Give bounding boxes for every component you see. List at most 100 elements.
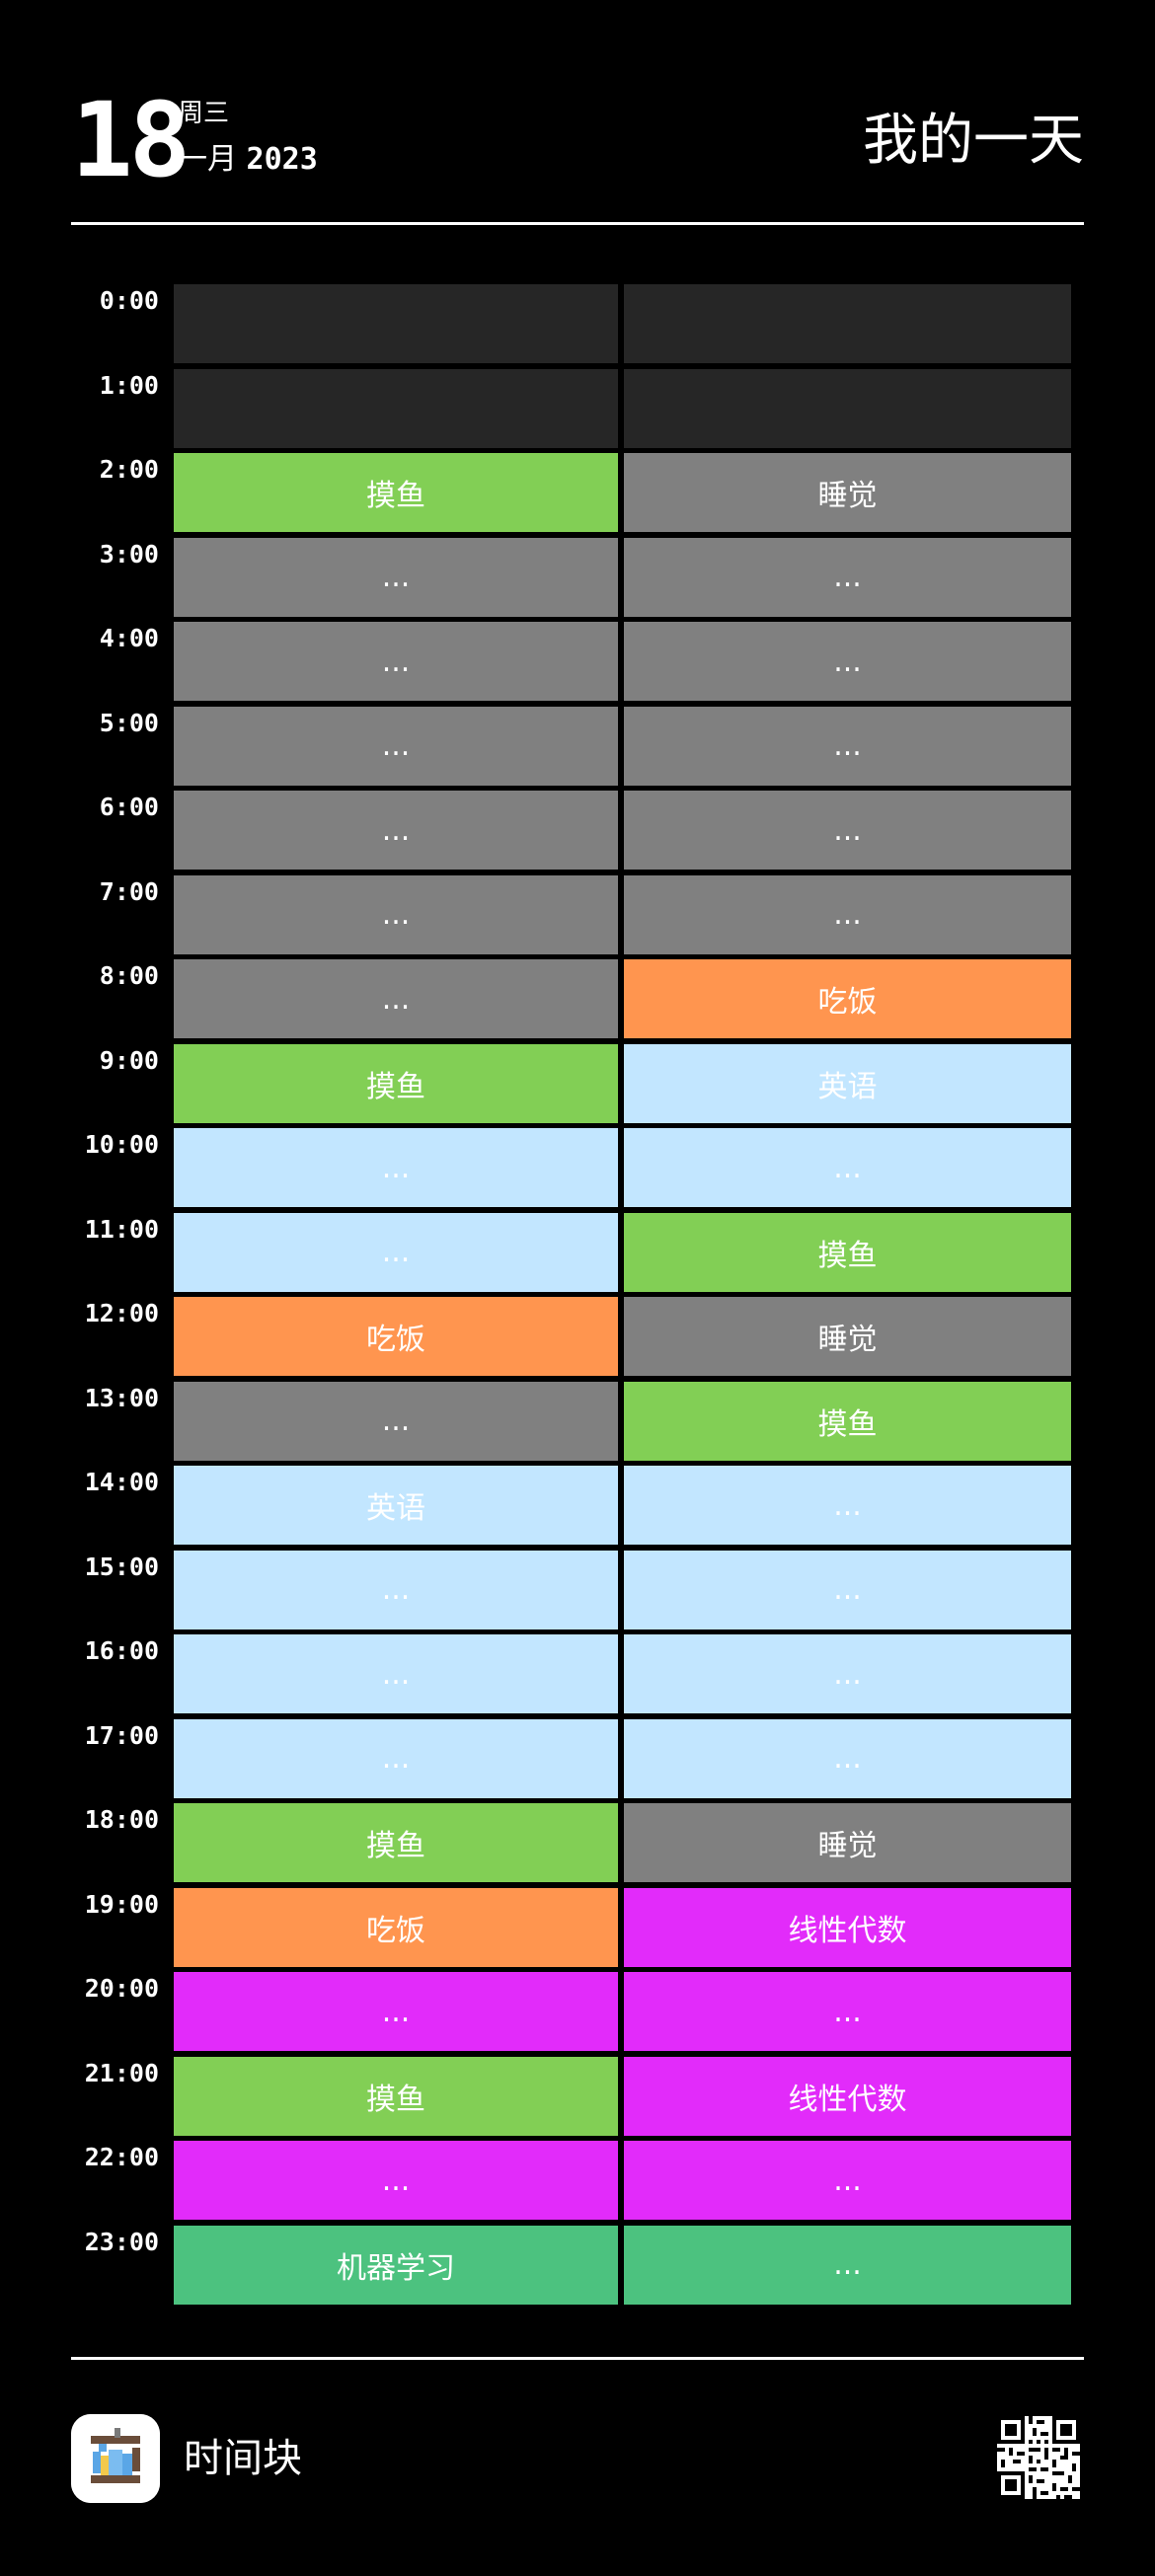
- schedule-row: 0:00: [71, 284, 1074, 363]
- schedule-row: 14:00 英语...: [71, 1466, 1074, 1545]
- time-block-right[interactable]: [624, 284, 1071, 363]
- time-block-right[interactable]: ...: [624, 874, 1071, 954]
- time-block-label: 线性代数: [788, 1913, 907, 1948]
- time-block-label: ...: [381, 728, 411, 763]
- time-block-right[interactable]: 睡觉: [624, 453, 1071, 532]
- schedule-row: 23:00 机器学习...: [71, 2225, 1074, 2305]
- time-block-label: ...: [381, 1235, 411, 1269]
- schedule-row: 4:00......: [71, 622, 1074, 701]
- time-block-label: ...: [381, 1994, 411, 2029]
- time-block-label: 线性代数: [788, 2082, 907, 2117]
- time-label: 16:00: [84, 1636, 159, 1665]
- time-block-left[interactable]: ...: [174, 537, 618, 617]
- time-block-label: ...: [833, 1994, 862, 2029]
- time-label: 21:00: [84, 2058, 159, 2087]
- time-block-label: 摸鱼: [366, 1829, 425, 1863]
- time-block-left[interactable]: ...: [174, 959, 618, 1038]
- time-block-left[interactable]: 英语: [174, 1466, 618, 1545]
- time-block-right[interactable]: ...: [624, 1550, 1071, 1629]
- time-block-label: ...: [381, 1572, 411, 1607]
- app-name: 时间块: [184, 2436, 302, 2481]
- time-label: 20:00: [84, 1974, 159, 2003]
- time-block-left[interactable]: ...: [174, 2141, 618, 2220]
- time-block-right[interactable]: 线性代数: [624, 2056, 1071, 2136]
- time-label: 14:00: [84, 1468, 159, 1496]
- time-block-label: 英语: [817, 1069, 878, 1104]
- time-block-label: ...: [833, 2247, 862, 2282]
- time-block-label: ...: [381, 560, 411, 594]
- time-block-left[interactable]: ...: [174, 706, 618, 786]
- schedule-row: 11:00... 摸鱼: [71, 1212, 1074, 1292]
- time-label: 8:00: [99, 961, 159, 990]
- time-block-left[interactable]: ...: [174, 791, 618, 870]
- time-block-right[interactable]: 睡觉: [624, 1803, 1071, 1882]
- time-block-label: 吃饭: [366, 1913, 425, 1948]
- time-block-right[interactable]: 摸鱼: [624, 1381, 1071, 1461]
- time-block-right[interactable]: ...: [624, 1972, 1071, 2051]
- time-block-left[interactable]: 吃饭: [174, 1887, 618, 1967]
- app-logo: [71, 2414, 160, 2503]
- page-title: 我的一天: [863, 109, 1084, 173]
- time-block-right[interactable]: ...: [624, 2141, 1071, 2220]
- schedule-row: 7:00......: [71, 874, 1074, 954]
- time-block-right[interactable]: 吃饭: [624, 959, 1071, 1038]
- schedule-row: 21:00 摸鱼 线性代数: [71, 2056, 1074, 2136]
- time-block-left[interactable]: 机器学习: [174, 2225, 618, 2305]
- time-block-right[interactable]: ...: [624, 1466, 1071, 1545]
- time-block-label: 摸鱼: [366, 2082, 425, 2117]
- time-block-left[interactable]: 摸鱼: [174, 453, 618, 532]
- time-block-right[interactable]: ...: [624, 706, 1071, 786]
- time-block-left[interactable]: ...: [174, 622, 618, 701]
- time-block-right[interactable]: ...: [624, 2225, 1071, 2305]
- time-block-right[interactable]: ...: [624, 537, 1071, 617]
- schedule-row: 3:00......: [71, 537, 1074, 617]
- time-block-label: ...: [833, 644, 862, 679]
- time-block-left[interactable]: 摸鱼: [174, 1803, 618, 1882]
- time-block-left[interactable]: ...: [174, 1634, 618, 1713]
- time-block-left[interactable]: [174, 284, 618, 363]
- time-block-right[interactable]: 摸鱼: [624, 1212, 1071, 1292]
- top-divider: [71, 222, 1084, 225]
- schedule-row: 19:00 吃饭 线性代数: [71, 1887, 1074, 1967]
- time-block-left[interactable]: 吃饭: [174, 1297, 618, 1376]
- schedule-row: 22:00......: [71, 2141, 1074, 2220]
- time-block-right[interactable]: ...: [624, 622, 1071, 701]
- schedule-row: 5:00......: [71, 706, 1074, 786]
- time-block-left[interactable]: ...: [174, 1128, 618, 1207]
- time-block-right[interactable]: 英语: [624, 1043, 1071, 1123]
- time-block-left[interactable]: [174, 368, 618, 448]
- year: 2023: [246, 142, 318, 177]
- time-block-right[interactable]: ...: [624, 1634, 1071, 1713]
- time-block-left[interactable]: ...: [174, 1972, 618, 2051]
- schedule-row: 18:00 摸鱼 睡觉: [71, 1803, 1074, 1882]
- time-block-right[interactable]: 线性代数: [624, 1887, 1071, 1967]
- time-block-label: ...: [833, 1487, 862, 1523]
- time-block-left[interactable]: 摸鱼: [174, 2056, 618, 2136]
- time-label: 15:00: [84, 1552, 159, 1581]
- time-label: 23:00: [84, 2227, 159, 2256]
- time-block-left[interactable]: ...: [174, 1718, 618, 1798]
- time-block-label: ...: [381, 1150, 411, 1185]
- time-block-left[interactable]: ...: [174, 1212, 618, 1292]
- time-block-label: ...: [381, 2162, 411, 2198]
- time-label: 3:00: [99, 539, 159, 568]
- time-block-right[interactable]: [624, 368, 1071, 448]
- time-block-left[interactable]: ...: [174, 1381, 618, 1461]
- time-label: 0:00: [99, 286, 159, 315]
- time-block-label: 吃饭: [817, 985, 878, 1020]
- time-block-right[interactable]: ...: [624, 791, 1071, 870]
- time-block-left[interactable]: ...: [174, 1550, 618, 1629]
- hourglass-pixel-icon: [71, 2414, 160, 2503]
- time-block-right[interactable]: 睡觉: [624, 1297, 1071, 1376]
- time-block-left[interactable]: ...: [174, 874, 618, 954]
- time-block-left[interactable]: 摸鱼: [174, 1043, 618, 1123]
- time-block-right[interactable]: ...: [624, 1718, 1071, 1798]
- time-label: 12:00: [84, 1299, 159, 1327]
- time-block-label: 睡觉: [817, 479, 878, 513]
- time-label: 11:00: [84, 1214, 159, 1244]
- time-label: 18:00: [84, 1805, 159, 1834]
- time-label: 10:00: [84, 1130, 159, 1159]
- weekday: 周三: [178, 99, 230, 128]
- time-block-label: ...: [381, 1403, 411, 1438]
- time-block-right[interactable]: ...: [624, 1128, 1071, 1207]
